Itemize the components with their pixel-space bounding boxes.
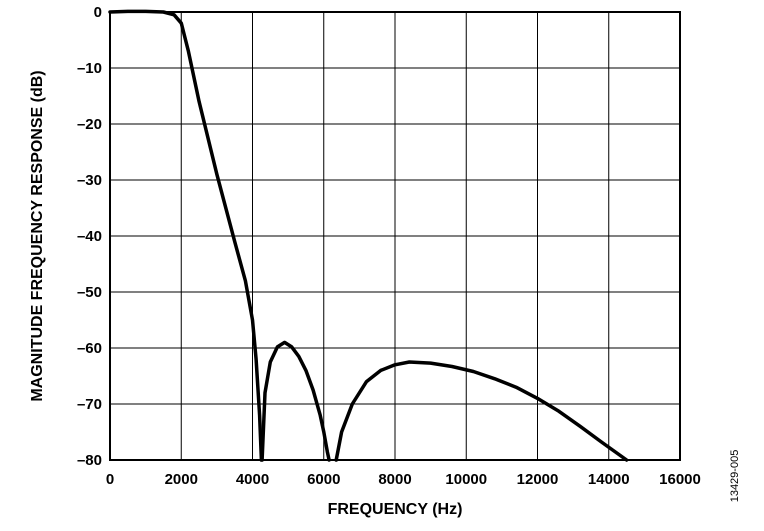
y-tick-label: 0 [94, 4, 102, 21]
y-tick-label: –40 [77, 228, 102, 245]
y-tick-label: –20 [77, 116, 102, 133]
y-tick-label: –10 [77, 60, 102, 77]
x-tick-label: 14000 [588, 471, 630, 488]
x-axis-title: FREQUENCY (Hz) [328, 501, 463, 518]
figure-id: 13429-005 [729, 450, 741, 503]
series-layer [108, 9, 629, 462]
y-tick-label: –30 [77, 172, 102, 189]
y-tick-labels: 0 –10 –20 –30 –40 –50 –60 –70 –80 [77, 4, 102, 469]
response-curve-segment [334, 360, 629, 462]
x-tick-labels: 0 2000 4000 6000 8000 10000 12000 14000 16000 [106, 471, 701, 488]
x-tick-label: 0 [106, 471, 114, 488]
x-tick-label: 4000 [236, 471, 269, 488]
plot-frame [109, 11, 681, 461]
y-tick-label: –80 [77, 452, 102, 469]
x-tick-label: 12000 [517, 471, 559, 488]
x-tick-label: 2000 [165, 471, 198, 488]
y-tick-label: –60 [77, 340, 102, 357]
y-axis-title: MAGNITUDE FREQUENCY RESPONSE (dB) [29, 70, 46, 401]
y-tick-label: –50 [77, 284, 102, 301]
x-tick-label: 10000 [445, 471, 487, 488]
response-curve-segment [260, 340, 331, 462]
y-tick-label: –70 [77, 396, 102, 413]
response-curve-segment [108, 9, 264, 462]
x-tick-label: 16000 [659, 471, 701, 488]
x-tick-label: 8000 [378, 471, 411, 488]
x-tick-label: 6000 [307, 471, 340, 488]
